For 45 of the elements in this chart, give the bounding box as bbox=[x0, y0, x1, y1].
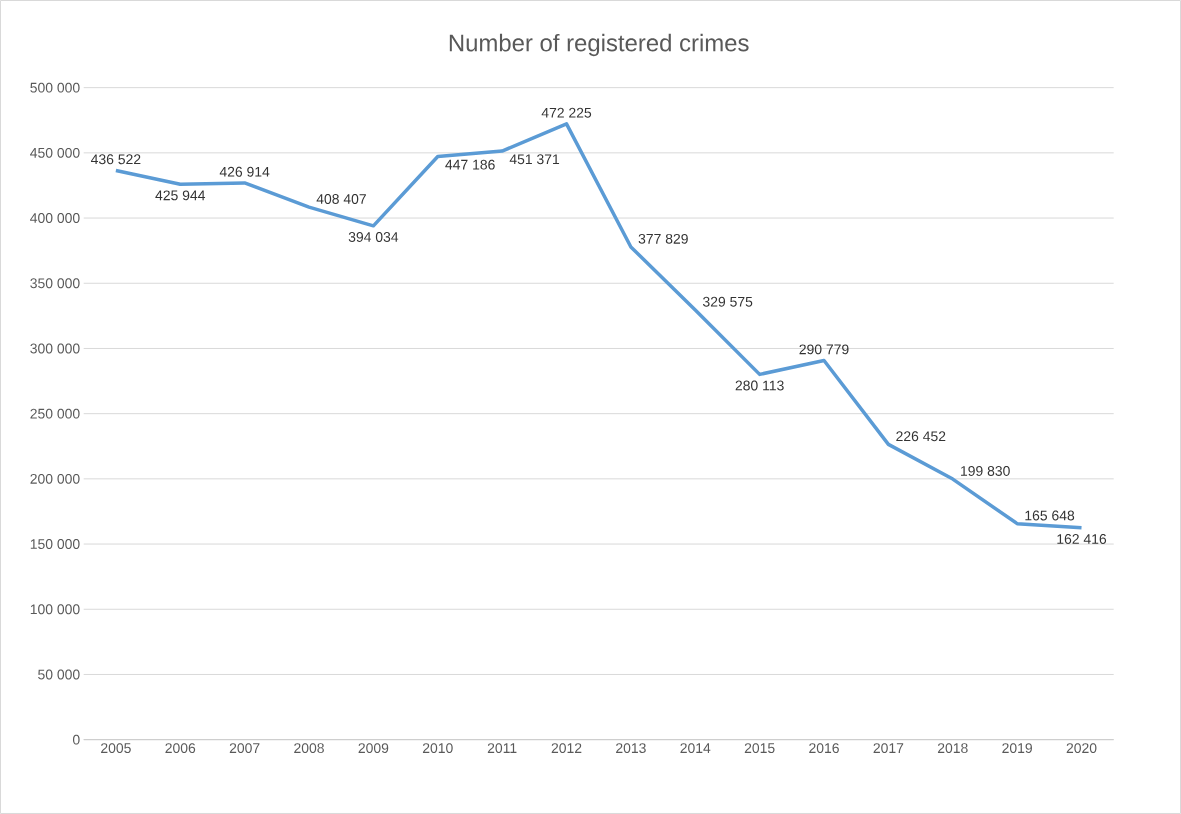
x-tick-label: 2014 bbox=[680, 743, 711, 754]
x-tick-label: 2011 bbox=[487, 743, 517, 754]
y-tick-label: 500 000 bbox=[30, 82, 80, 93]
x-tick-label: 2020 bbox=[1066, 743, 1097, 754]
x-tick-label: 2007 bbox=[229, 743, 260, 754]
data-label: 425 944 bbox=[155, 190, 206, 201]
y-tick-label: 0 bbox=[72, 734, 80, 745]
data-label: 165 648 bbox=[1025, 510, 1075, 521]
data-label: 472 225 bbox=[541, 107, 592, 118]
y-tick-label: 150 000 bbox=[30, 539, 80, 549]
data-label: 199 830 bbox=[961, 465, 1010, 476]
y-tick-label: 50 000 bbox=[38, 669, 80, 680]
data-label: 162 416 bbox=[1057, 534, 1107, 544]
x-tick-label: 2005 bbox=[101, 743, 131, 754]
y-tick-label: 350 000 bbox=[30, 278, 80, 289]
x-tick-label: 2009 bbox=[358, 743, 389, 754]
data-label: 226 452 bbox=[896, 431, 946, 442]
line-series bbox=[114, 122, 1084, 530]
y-tick-label: 400 000 bbox=[30, 213, 80, 223]
x-tick-label: 2017 bbox=[873, 743, 904, 754]
data-label: 426 914 bbox=[219, 166, 270, 177]
data-label: 408 407 bbox=[316, 194, 366, 204]
x-tick-label: 2019 bbox=[1002, 743, 1032, 754]
x-tick-label: 2016 bbox=[809, 743, 839, 754]
y-tick-label: 450 000 bbox=[30, 147, 80, 158]
data-label: 290 779 bbox=[799, 344, 849, 355]
x-tick-label: 2015 bbox=[744, 743, 775, 754]
data-label: 280 113 bbox=[735, 380, 784, 391]
y-tick-label: 300 000 bbox=[30, 343, 80, 354]
x-tick-label: 2010 bbox=[422, 743, 453, 754]
y-tick-label: 100 000 bbox=[30, 604, 80, 615]
x-tick-label: 2012 bbox=[551, 743, 582, 754]
data-label: 447 186 bbox=[445, 159, 495, 170]
data-label: 436 522 bbox=[90, 154, 141, 165]
data-label: 329 575 bbox=[702, 296, 753, 307]
y-tick-label: 250 000 bbox=[30, 408, 80, 419]
x-tick-label: 2008 bbox=[294, 743, 324, 754]
data-label: 451 371 bbox=[509, 154, 560, 165]
y-tick-label: 200 000 bbox=[30, 473, 80, 484]
data-label: 377 829 bbox=[638, 233, 688, 244]
x-tick-label: 2006 bbox=[165, 743, 196, 754]
x-tick-label: 2018 bbox=[937, 743, 968, 754]
chart-title: Number of registered crimes bbox=[449, 33, 749, 57]
x-tick-label: 2013 bbox=[616, 743, 646, 754]
data-label: 394 034 bbox=[348, 232, 399, 242]
